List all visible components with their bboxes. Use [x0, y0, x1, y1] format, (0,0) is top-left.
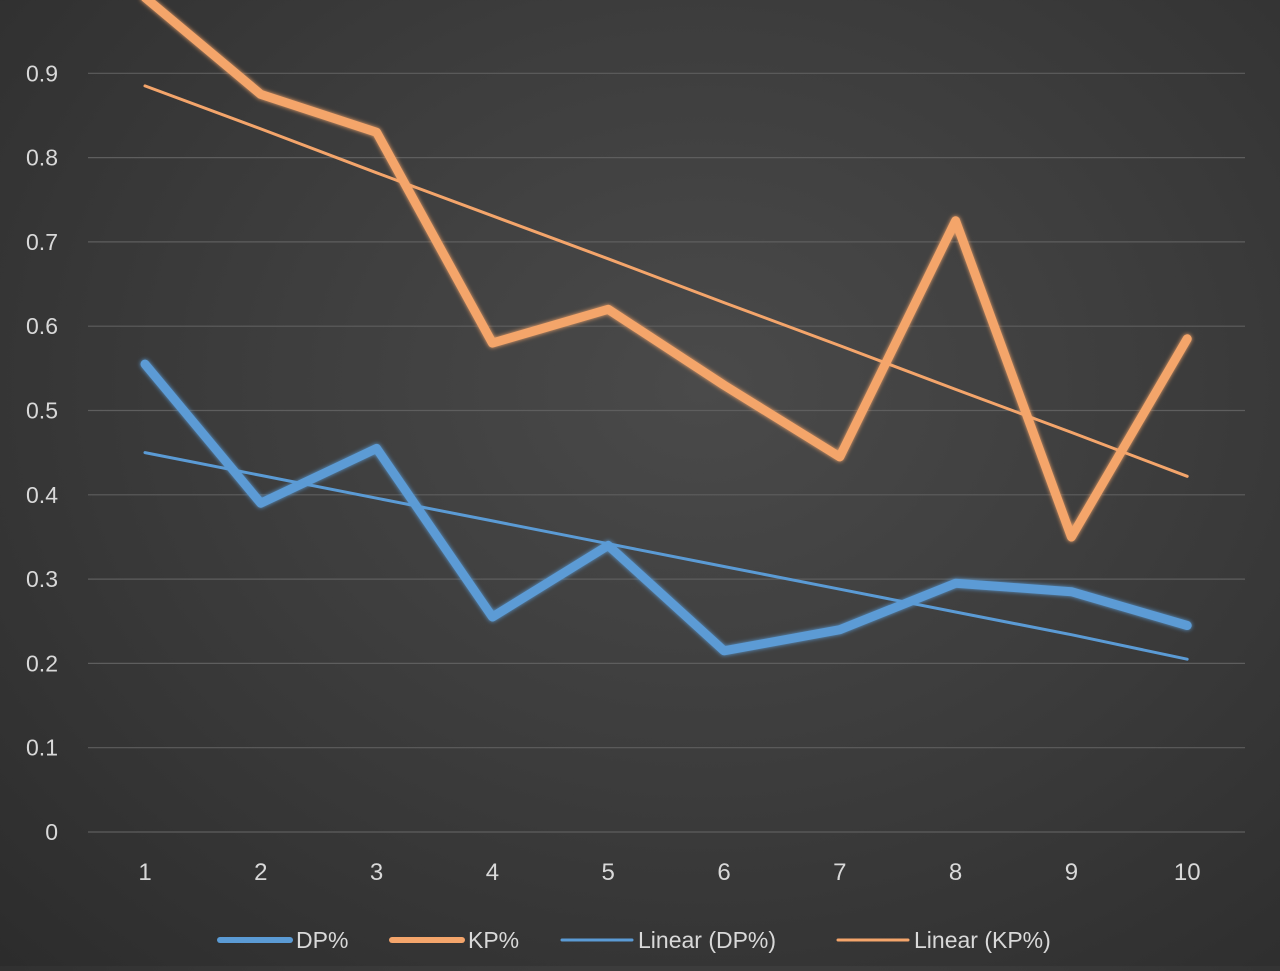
y-tick-label: 0.8: [26, 145, 58, 171]
series-lines: [140, 0, 1192, 661]
x-tick-label: 5: [602, 859, 615, 886]
x-tick-label: 10: [1174, 859, 1201, 886]
y-tick-label: 0.4: [26, 482, 58, 508]
x-tick-label: 4: [486, 859, 499, 886]
y-tick-label: 0: [45, 819, 58, 845]
legend-label: Linear (DP%): [638, 927, 776, 953]
legend-label: Linear (KP%): [914, 927, 1051, 953]
y-tick-label: 0.1: [26, 735, 58, 761]
x-tick-label: 3: [370, 859, 383, 886]
x-tick-label: 8: [949, 859, 962, 886]
y-tick-label: 0.5: [26, 398, 58, 424]
y-tick-label: 0.6: [26, 313, 58, 339]
series-line-kp: [141, 0, 1192, 542]
y-tick-label: 0.9: [26, 60, 58, 86]
x-axis-tick-labels: 1 2 3 4 5 6 7 8 9 10: [138, 859, 1200, 886]
x-tick-label: 1: [138, 859, 151, 886]
legend-label: DP%: [296, 927, 348, 953]
series-line-dp: [140, 359, 1192, 656]
legend-label: KP%: [468, 927, 519, 953]
x-tick-label: 6: [717, 859, 730, 886]
x-tick-label: 7: [833, 859, 846, 886]
gridlines: [88, 72, 1245, 833]
series-line-linear-dp: [143, 451, 1189, 661]
x-tick-label: 2: [254, 859, 267, 886]
x-tick-label: 9: [1065, 859, 1078, 886]
legend: DP% KP% Linear (DP%) Linear (KP%): [217, 927, 1051, 953]
series-line-linear-kp: [143, 84, 1189, 478]
y-tick-label: 0.3: [26, 566, 58, 592]
y-tick-label: 0.2: [26, 650, 58, 676]
y-axis-tick-labels: 0 0.1 0.2 0.3 0.4 0.5 0.6 0.7 0.8 0.9: [26, 60, 58, 845]
y-tick-label: 0.7: [26, 229, 58, 255]
